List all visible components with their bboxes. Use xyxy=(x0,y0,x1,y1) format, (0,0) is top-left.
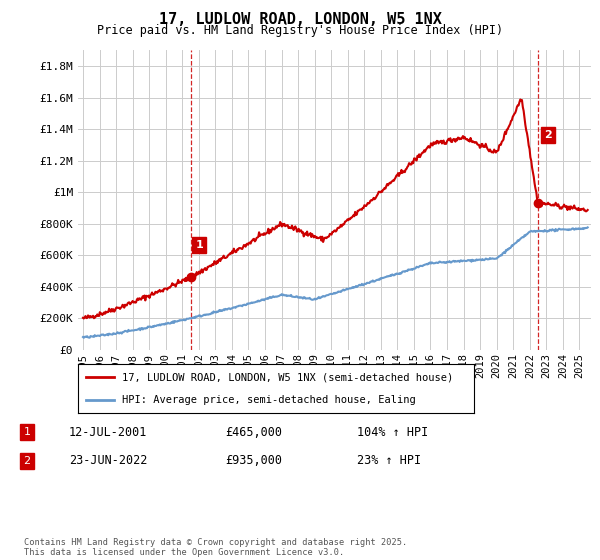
Text: 2: 2 xyxy=(544,130,551,140)
Text: £465,000: £465,000 xyxy=(225,426,282,439)
Text: 2: 2 xyxy=(23,456,31,466)
Text: HPI: Average price, semi-detached house, Ealing: HPI: Average price, semi-detached house,… xyxy=(122,395,415,405)
Text: 1: 1 xyxy=(196,240,203,250)
Text: Contains HM Land Registry data © Crown copyright and database right 2025.
This d: Contains HM Land Registry data © Crown c… xyxy=(24,538,407,557)
Text: 23-JUN-2022: 23-JUN-2022 xyxy=(69,454,148,468)
Text: 17, LUDLOW ROAD, LONDON, W5 1NX: 17, LUDLOW ROAD, LONDON, W5 1NX xyxy=(158,12,442,27)
Text: £935,000: £935,000 xyxy=(225,454,282,468)
Text: 104% ↑ HPI: 104% ↑ HPI xyxy=(357,426,428,439)
Text: 12-JUL-2001: 12-JUL-2001 xyxy=(69,426,148,439)
Text: 23% ↑ HPI: 23% ↑ HPI xyxy=(357,454,421,468)
Text: 1: 1 xyxy=(23,427,31,437)
Text: 17, LUDLOW ROAD, LONDON, W5 1NX (semi-detached house): 17, LUDLOW ROAD, LONDON, W5 1NX (semi-de… xyxy=(122,372,453,382)
Text: Price paid vs. HM Land Registry's House Price Index (HPI): Price paid vs. HM Land Registry's House … xyxy=(97,24,503,37)
